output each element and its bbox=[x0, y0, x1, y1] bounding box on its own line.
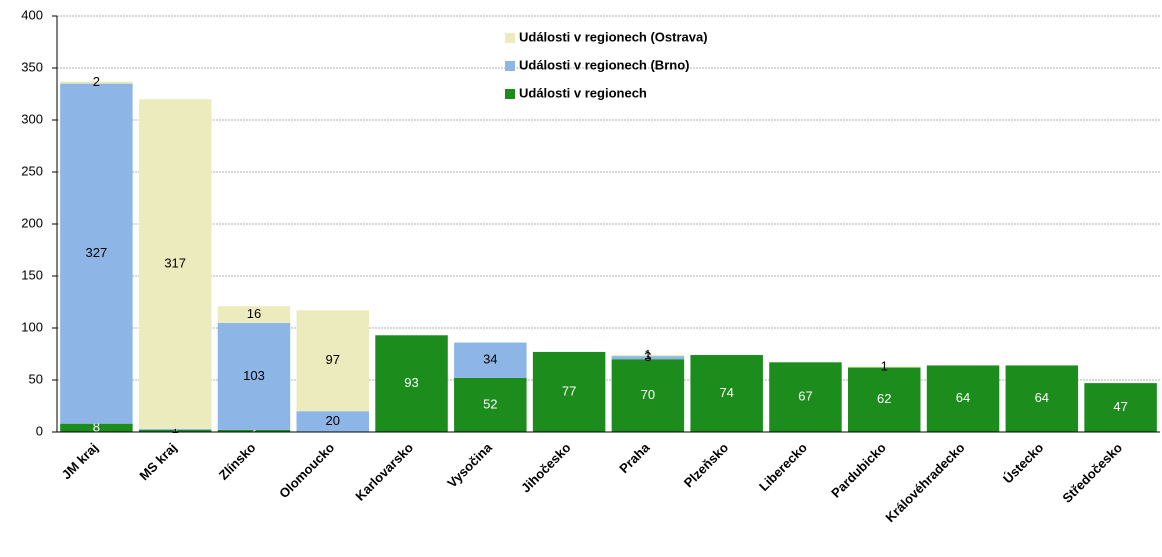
bar-segment bbox=[375, 335, 448, 432]
y-tick-label: 250 bbox=[21, 163, 43, 178]
x-tick-label: Karlovarsko bbox=[352, 440, 416, 504]
data-label: 3 bbox=[644, 349, 651, 364]
x-tick-label: Jihočesko bbox=[518, 440, 574, 496]
legend-swatch bbox=[505, 89, 515, 99]
bar-segment bbox=[217, 429, 291, 432]
data-label: 1 bbox=[644, 347, 651, 362]
bar-segment bbox=[60, 81, 133, 84]
y-tick-label: 0 bbox=[36, 423, 43, 438]
x-tick-label: Vysočina bbox=[444, 439, 495, 490]
data-label: 77 bbox=[562, 383, 576, 398]
data-label: 97 bbox=[326, 352, 340, 367]
legend-label: Události v regionech (Ostrava) bbox=[519, 29, 708, 44]
data-label: 8 bbox=[93, 419, 100, 434]
data-label: 62 bbox=[877, 391, 891, 406]
x-tick-label: JM kraj bbox=[59, 440, 101, 482]
data-label: 74 bbox=[719, 385, 733, 400]
x-tick-label: Ústecko bbox=[1000, 440, 1046, 486]
data-label: 34 bbox=[483, 352, 497, 367]
y-tick-label: 100 bbox=[21, 319, 43, 334]
bar-segment bbox=[60, 83, 133, 424]
data-label: 93 bbox=[404, 375, 418, 390]
data-label: 67 bbox=[798, 389, 812, 404]
x-tick-label: Zlínsko bbox=[216, 440, 259, 483]
data-label: 1 bbox=[881, 358, 888, 373]
x-tick-label: Olomoucko bbox=[276, 440, 337, 501]
legend-swatch bbox=[505, 61, 515, 71]
data-label: 317 bbox=[164, 255, 186, 270]
data-label: 52 bbox=[483, 396, 497, 411]
data-label: 16 bbox=[247, 306, 261, 321]
bar-segment bbox=[1005, 365, 1079, 432]
data-label: 327 bbox=[86, 245, 108, 260]
data-label: 70 bbox=[641, 387, 655, 402]
y-tick-label: 50 bbox=[29, 371, 43, 386]
data-label: 2 bbox=[93, 74, 100, 89]
bar-segment bbox=[769, 362, 842, 432]
data-label: 103 bbox=[243, 368, 265, 383]
y-tick-label: 350 bbox=[21, 59, 43, 74]
bar-segment bbox=[611, 356, 685, 360]
bar-segment bbox=[926, 365, 1000, 432]
bar-segment bbox=[848, 366, 921, 368]
x-tick-label: Plzeňsko bbox=[681, 440, 731, 490]
legend-label: Události v regionech (Brno) bbox=[519, 57, 689, 72]
bar-segment bbox=[611, 355, 685, 357]
x-tick-label: MS kraj bbox=[136, 440, 179, 483]
legend-swatch bbox=[505, 33, 515, 43]
y-tick-label: 400 bbox=[21, 7, 43, 22]
data-label: 64 bbox=[956, 390, 970, 405]
bar-segment bbox=[454, 342, 527, 378]
x-tick-label: Středočesko bbox=[1059, 440, 1125, 506]
x-tick-label: Praha bbox=[616, 439, 653, 476]
bar-segment bbox=[690, 355, 763, 432]
bar-segment bbox=[454, 377, 527, 432]
bar-segment bbox=[138, 99, 212, 429]
bar-segment bbox=[611, 359, 685, 432]
bar-segment bbox=[138, 429, 212, 432]
legend-label: Události v regionech bbox=[519, 85, 647, 100]
bar-segment bbox=[60, 423, 133, 432]
bar-segment bbox=[217, 322, 291, 430]
y-tick-label: 300 bbox=[21, 111, 43, 126]
bar-segment bbox=[532, 351, 606, 432]
x-tick-label: Královéhradecko bbox=[882, 440, 967, 525]
bar-segment bbox=[138, 428, 212, 430]
bar-segment bbox=[848, 367, 921, 432]
bar-segment bbox=[296, 310, 369, 412]
bar-segment bbox=[217, 306, 291, 323]
x-tick-label: Pardubicko bbox=[828, 440, 889, 501]
bar-segment bbox=[1084, 383, 1157, 432]
bar-segment bbox=[296, 411, 369, 432]
y-tick-label: 200 bbox=[21, 215, 43, 230]
data-label: 20 bbox=[326, 413, 340, 428]
data-label: 64 bbox=[1035, 390, 1049, 405]
data-label: 47 bbox=[1113, 399, 1127, 414]
x-tick-label: Liberecko bbox=[756, 440, 810, 494]
y-tick-label: 150 bbox=[21, 267, 43, 282]
